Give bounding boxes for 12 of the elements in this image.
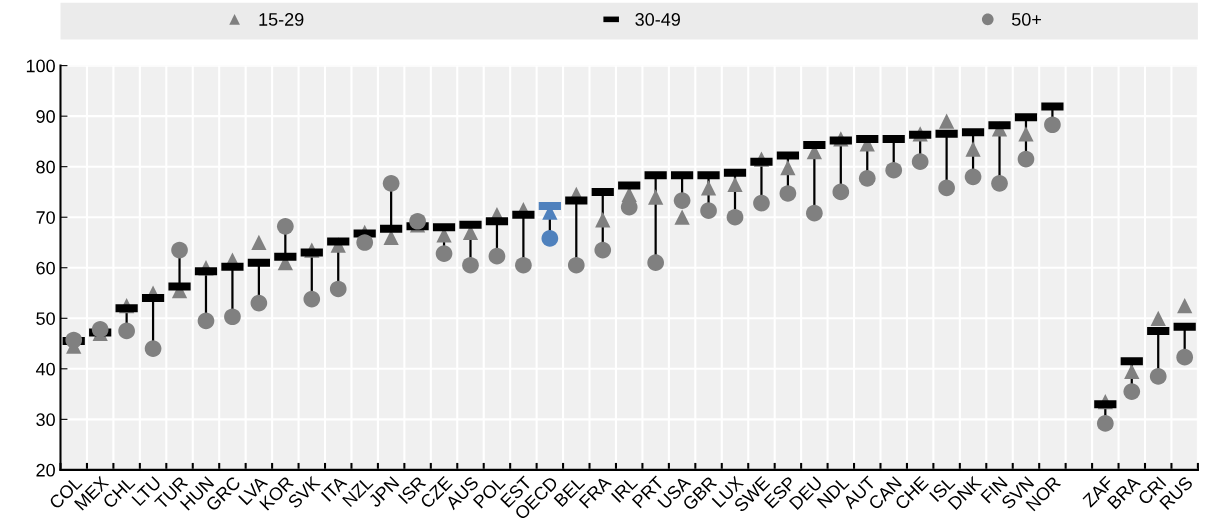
y-tick-label: 30 — [36, 413, 55, 427]
y-tick-label: 40 — [35, 362, 55, 376]
y-tick-label: 100 — [26, 59, 55, 73]
legend-label: 50+ — [1011, 13, 1041, 26]
y-tick-label: 50 — [36, 312, 55, 325]
legend-label: 30-49 — [635, 13, 680, 26]
y-tick-label: 60 — [36, 261, 55, 275]
y-tick-label: 80 — [36, 160, 55, 174]
legend-label: 15-29 — [259, 13, 304, 26]
y-tick-label: 90 — [36, 110, 55, 123]
y-tick-label: 20 — [36, 463, 55, 477]
y-tick-label: 70 — [36, 211, 55, 224]
